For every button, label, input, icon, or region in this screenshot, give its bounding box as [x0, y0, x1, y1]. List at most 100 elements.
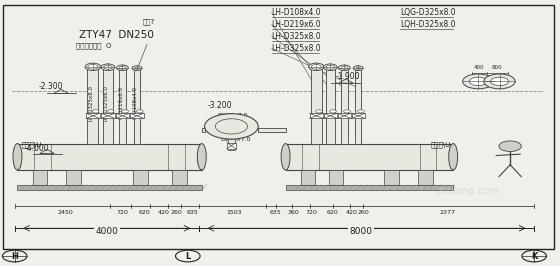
Text: 4000: 4000 [95, 227, 118, 236]
Text: G-D108x4.0: G-D108x4.0 [133, 86, 138, 119]
Bar [17, 185, 202, 190]
Bar [385, 170, 399, 185]
Circle shape [92, 110, 99, 113]
Bar [103, 69, 113, 144]
Bar [119, 69, 126, 144]
Text: 635: 635 [270, 210, 282, 215]
Circle shape [88, 64, 98, 69]
Bar [134, 69, 140, 144]
Bar [301, 170, 315, 185]
Bar [202, 128, 204, 132]
Text: 635: 635 [186, 210, 198, 215]
Circle shape [463, 74, 494, 89]
Text: 620: 620 [326, 210, 338, 215]
Text: 8000: 8000 [349, 227, 372, 236]
Circle shape [330, 110, 337, 113]
Text: zhulong.com: zhulong.com [436, 186, 498, 196]
Circle shape [85, 63, 101, 70]
Circle shape [137, 110, 143, 113]
Circle shape [326, 65, 334, 69]
Text: -4.000: -4.000 [24, 144, 49, 153]
Bar [356, 69, 361, 144]
Circle shape [122, 110, 129, 113]
Bar [130, 113, 144, 118]
Circle shape [484, 74, 515, 89]
Text: 720: 720 [116, 210, 128, 215]
Circle shape [341, 66, 347, 69]
Bar [172, 170, 186, 185]
Circle shape [338, 65, 350, 70]
Text: 800: 800 [492, 65, 502, 70]
Text: LH-D325x8.0: LH-D325x8.0 [272, 32, 321, 41]
Ellipse shape [13, 144, 22, 170]
Circle shape [358, 110, 365, 113]
Text: L: L [185, 252, 190, 260]
Text: 260: 260 [357, 210, 369, 215]
Text: ZTY47  DN250: ZTY47 DN250 [79, 30, 154, 40]
Bar [286, 144, 453, 170]
Text: LH-D219x6.0: LH-D219x6.0 [272, 20, 321, 29]
Bar [32, 170, 47, 185]
Circle shape [132, 66, 142, 70]
Circle shape [104, 65, 112, 69]
Text: K: K [531, 252, 538, 260]
Circle shape [353, 66, 363, 70]
Bar [87, 69, 99, 144]
Ellipse shape [197, 144, 206, 170]
Circle shape [309, 63, 324, 70]
Text: 420: 420 [158, 210, 170, 215]
Bar [418, 170, 432, 185]
Text: LH-D325x8.0: LH-D325x8.0 [272, 44, 321, 53]
Bar [228, 139, 235, 150]
Text: D273x7.0: D273x7.0 [220, 137, 251, 142]
Text: 2450: 2450 [57, 210, 73, 215]
Text: G-D219x6.0: G-D219x6.0 [118, 86, 123, 119]
Bar [329, 170, 343, 185]
Circle shape [101, 64, 115, 70]
Bar [338, 113, 351, 118]
Circle shape [491, 77, 508, 86]
Text: 720: 720 [305, 210, 317, 215]
Circle shape [135, 67, 139, 69]
Text: LQG-D325x8.0: LQG-D325x8.0 [400, 8, 456, 17]
Text: 360: 360 [287, 210, 299, 215]
Text: 压差?: 压差? [143, 19, 155, 25]
Text: 420: 420 [346, 210, 357, 215]
Ellipse shape [449, 144, 458, 170]
Circle shape [499, 141, 521, 152]
Text: -3.200: -3.200 [207, 101, 232, 110]
Text: D273x7.0: D273x7.0 [217, 113, 248, 118]
Circle shape [2, 250, 27, 262]
Text: 集水器\U: 集水器\U [431, 142, 451, 148]
Bar [101, 113, 115, 118]
Text: 2377: 2377 [440, 210, 456, 215]
Text: -1.900: -1.900 [336, 72, 361, 81]
Circle shape [108, 110, 114, 113]
Bar [258, 128, 286, 132]
Bar [66, 170, 81, 185]
Text: 260: 260 [170, 210, 182, 215]
Text: 400: 400 [474, 65, 484, 70]
Bar [325, 69, 335, 144]
Bar [324, 113, 337, 118]
Ellipse shape [281, 144, 290, 170]
Bar [17, 144, 202, 170]
Bar [310, 113, 323, 118]
Text: LH-D108x4.0: LH-D108x4.0 [272, 8, 321, 17]
Text: LQH-D325x8.0: LQH-D325x8.0 [400, 20, 456, 29]
Text: 分水器\U: 分水器\U [22, 142, 42, 148]
Circle shape [323, 64, 337, 70]
Bar [352, 113, 365, 118]
Bar [86, 113, 100, 118]
Circle shape [119, 66, 125, 69]
Circle shape [116, 65, 128, 70]
Circle shape [469, 77, 487, 86]
Circle shape [175, 250, 200, 262]
Text: -2.300: -2.300 [39, 82, 63, 91]
Bar [116, 113, 129, 118]
Circle shape [522, 250, 547, 262]
Text: LG-D325x8.0: LG-D325x8.0 [88, 85, 94, 120]
Text: 预设开启压力  O: 预设开启压力 O [76, 42, 111, 49]
Circle shape [316, 110, 323, 113]
Text: 620: 620 [138, 210, 150, 215]
